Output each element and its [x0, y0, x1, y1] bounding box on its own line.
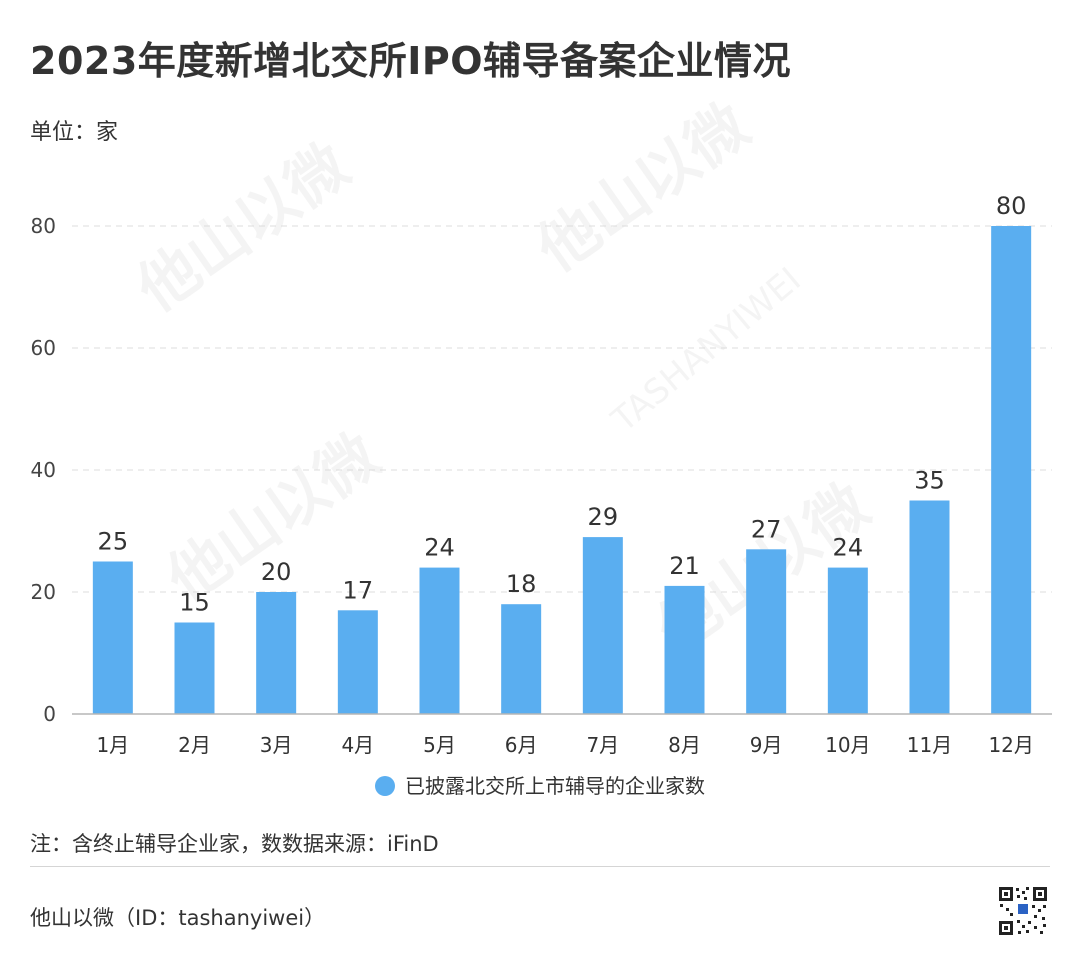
qr-code-icon[interactable]	[998, 886, 1048, 936]
y-tick-label: 60	[31, 336, 56, 360]
data-label: 80	[996, 192, 1027, 220]
grid-lines	[72, 225, 1052, 593]
bar[interactable]	[256, 592, 297, 714]
y-tick-label: 0	[43, 702, 56, 726]
bar[interactable]	[501, 604, 542, 714]
bar[interactable]	[337, 610, 378, 714]
data-label: 24	[424, 534, 455, 562]
data-label: 35	[914, 467, 945, 495]
y-axis-ticks: 0 20 40 60 80	[31, 214, 56, 726]
x-axis-ticks: 1月 2月 3月 4月 5月 6月 7月 8月 9月 10月 11月 12月	[96, 733, 1033, 757]
x-tick-label: 12月	[988, 733, 1033, 757]
divider	[30, 866, 1050, 867]
y-tick-label: 80	[31, 214, 56, 238]
y-tick-label: 20	[31, 580, 56, 604]
data-label: 21	[669, 552, 700, 580]
footer-source: 他山以微（ID：tashanyiwei）	[30, 906, 326, 930]
legend-marker	[375, 776, 395, 796]
bar[interactable]	[419, 567, 460, 714]
data-label: 29	[588, 503, 619, 531]
legend[interactable]: 已披露北交所上市辅导的企业家数	[0, 770, 1080, 799]
bar[interactable]	[909, 500, 950, 715]
source-note: 注：含终止辅导企业家，数数据来源：iFinD	[30, 832, 439, 856]
bar[interactable]	[582, 537, 623, 714]
bar[interactable]	[664, 585, 705, 714]
x-tick-label: 4月	[341, 733, 374, 757]
x-tick-label: 5月	[423, 733, 456, 757]
chart-title: 2023年度新增北交所IPO辅导备案企业情况	[30, 39, 792, 83]
unit-label: 单位：家	[30, 120, 119, 145]
data-label: 24	[833, 534, 864, 562]
data-labels: 25 15 20 17 24 18 29 21 27 24 35 80	[98, 192, 1027, 617]
x-tick-label: 10月	[825, 733, 870, 757]
x-tick-label: 6月	[505, 733, 538, 757]
x-tick-label: 3月	[260, 733, 293, 757]
bar[interactable]	[746, 549, 787, 714]
bars	[92, 226, 1032, 715]
x-tick-label: 1月	[96, 733, 129, 757]
x-tick-label: 9月	[750, 733, 783, 757]
data-label: 25	[98, 528, 129, 556]
x-tick-label: 2月	[178, 733, 211, 757]
data-label: 20	[261, 558, 292, 586]
legend-label: 已披露北交所上市辅导的企业家数	[405, 774, 705, 798]
data-label: 15	[179, 589, 210, 617]
x-tick-label: 8月	[668, 733, 701, 757]
data-label: 27	[751, 515, 782, 543]
data-label: 17	[343, 576, 374, 604]
y-tick-label: 40	[31, 458, 56, 482]
bar[interactable]	[827, 567, 868, 714]
data-label: 18	[506, 570, 537, 598]
bar[interactable]	[991, 226, 1032, 714]
x-tick-label: 7月	[586, 733, 619, 757]
bar[interactable]	[174, 622, 215, 715]
bar[interactable]	[92, 561, 133, 715]
x-tick-label: 11月	[907, 733, 952, 757]
